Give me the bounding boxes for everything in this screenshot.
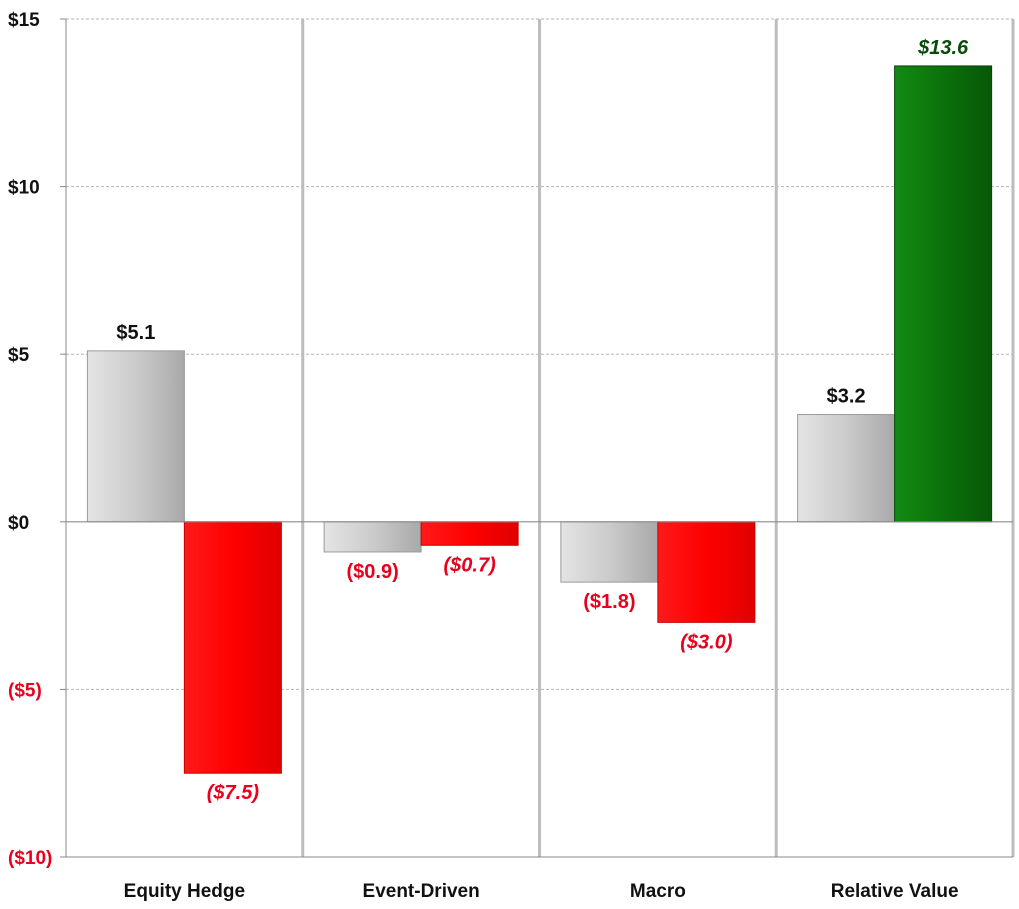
- data-label: $3.2: [827, 386, 866, 408]
- y-tick-label: $5: [8, 345, 30, 366]
- y-tick-label: $0: [8, 513, 29, 534]
- y-tick-label: ($10): [8, 848, 52, 869]
- x-tick-label: Event-Driven: [363, 881, 480, 902]
- y-axis: $15 $10 $5 $0 ($5) ($10): [8, 10, 67, 869]
- bar-macro-s2: [657, 521, 756, 623]
- data-label: ($3.0): [680, 631, 733, 653]
- y-tick-label: ($5): [8, 680, 42, 701]
- y-tick-label: $10: [8, 178, 40, 199]
- x-tick-label: Equity Hedge: [124, 881, 245, 902]
- bar-macro-s1: [560, 521, 659, 583]
- data-label: ($0.9): [347, 561, 399, 583]
- x-axis: Equity Hedge Event-Driven Macro Relative Va…: [66, 856, 1013, 902]
- bars: [86, 65, 993, 774]
- data-labels: $5.1 ($7.5) ($0.9) ($0.7) ($1.8) ($3.0) $3.2 $1…: [116, 37, 969, 804]
- x-tick-label: Relative Value: [831, 881, 959, 902]
- data-label: ($1.8): [583, 591, 635, 613]
- bar-event-driven-s1: [323, 521, 422, 553]
- x-tick-label: Macro: [630, 881, 686, 902]
- category-separators: [301, 19, 1015, 857]
- data-label: ($7.5): [207, 782, 260, 804]
- bar-relative-value-s1: [797, 414, 896, 523]
- bar-event-driven-s2: [420, 521, 519, 546]
- y-tick-label: $15: [8, 10, 40, 31]
- data-label: $5.1: [116, 322, 155, 344]
- bar-relative-value-s2: [894, 65, 993, 523]
- data-label: ($0.7): [444, 554, 497, 576]
- data-label: $13.6: [917, 37, 969, 59]
- bar-equity-hedge-s2: [183, 521, 282, 774]
- bar-equity-hedge-s1: [86, 350, 185, 523]
